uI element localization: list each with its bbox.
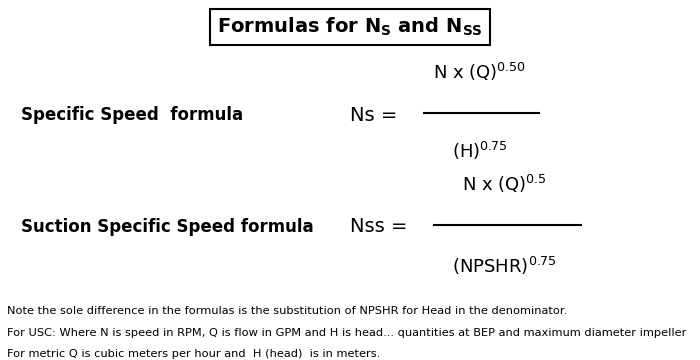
Text: Specific Speed  formula: Specific Speed formula <box>21 106 243 124</box>
Text: Ns =: Ns = <box>350 106 398 125</box>
Text: N x (Q)$^{0.50}$: N x (Q)$^{0.50}$ <box>433 61 526 83</box>
Text: Suction Specific Speed formula: Suction Specific Speed formula <box>21 218 314 236</box>
Text: N x (Q)$^{0.5}$: N x (Q)$^{0.5}$ <box>461 172 547 195</box>
Text: (H)$^{0.75}$: (H)$^{0.75}$ <box>452 140 508 162</box>
Text: For metric Q is cubic meters per hour and  H (head)  is in meters.: For metric Q is cubic meters per hour an… <box>7 348 380 359</box>
Text: Note the sole difference in the formulas is the substitution of NPSHR for Head i: Note the sole difference in the formulas… <box>7 306 567 316</box>
Text: Formulas for $\mathbf{N_S}$ and $\mathbf{N_{SS}}$: Formulas for $\mathbf{N_S}$ and $\mathbf… <box>217 16 483 39</box>
Text: For USC: Where N is speed in RPM, Q is flow in GPM and H is head... quantities a: For USC: Where N is speed in RPM, Q is f… <box>7 328 687 338</box>
Text: Nss =: Nss = <box>350 217 407 236</box>
Text: (NPSHR)$^{0.75}$: (NPSHR)$^{0.75}$ <box>452 255 556 278</box>
